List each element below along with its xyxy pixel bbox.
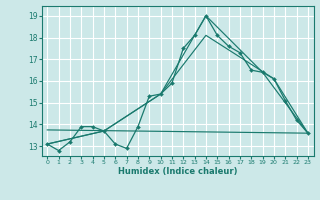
X-axis label: Humidex (Indice chaleur): Humidex (Indice chaleur) bbox=[118, 167, 237, 176]
